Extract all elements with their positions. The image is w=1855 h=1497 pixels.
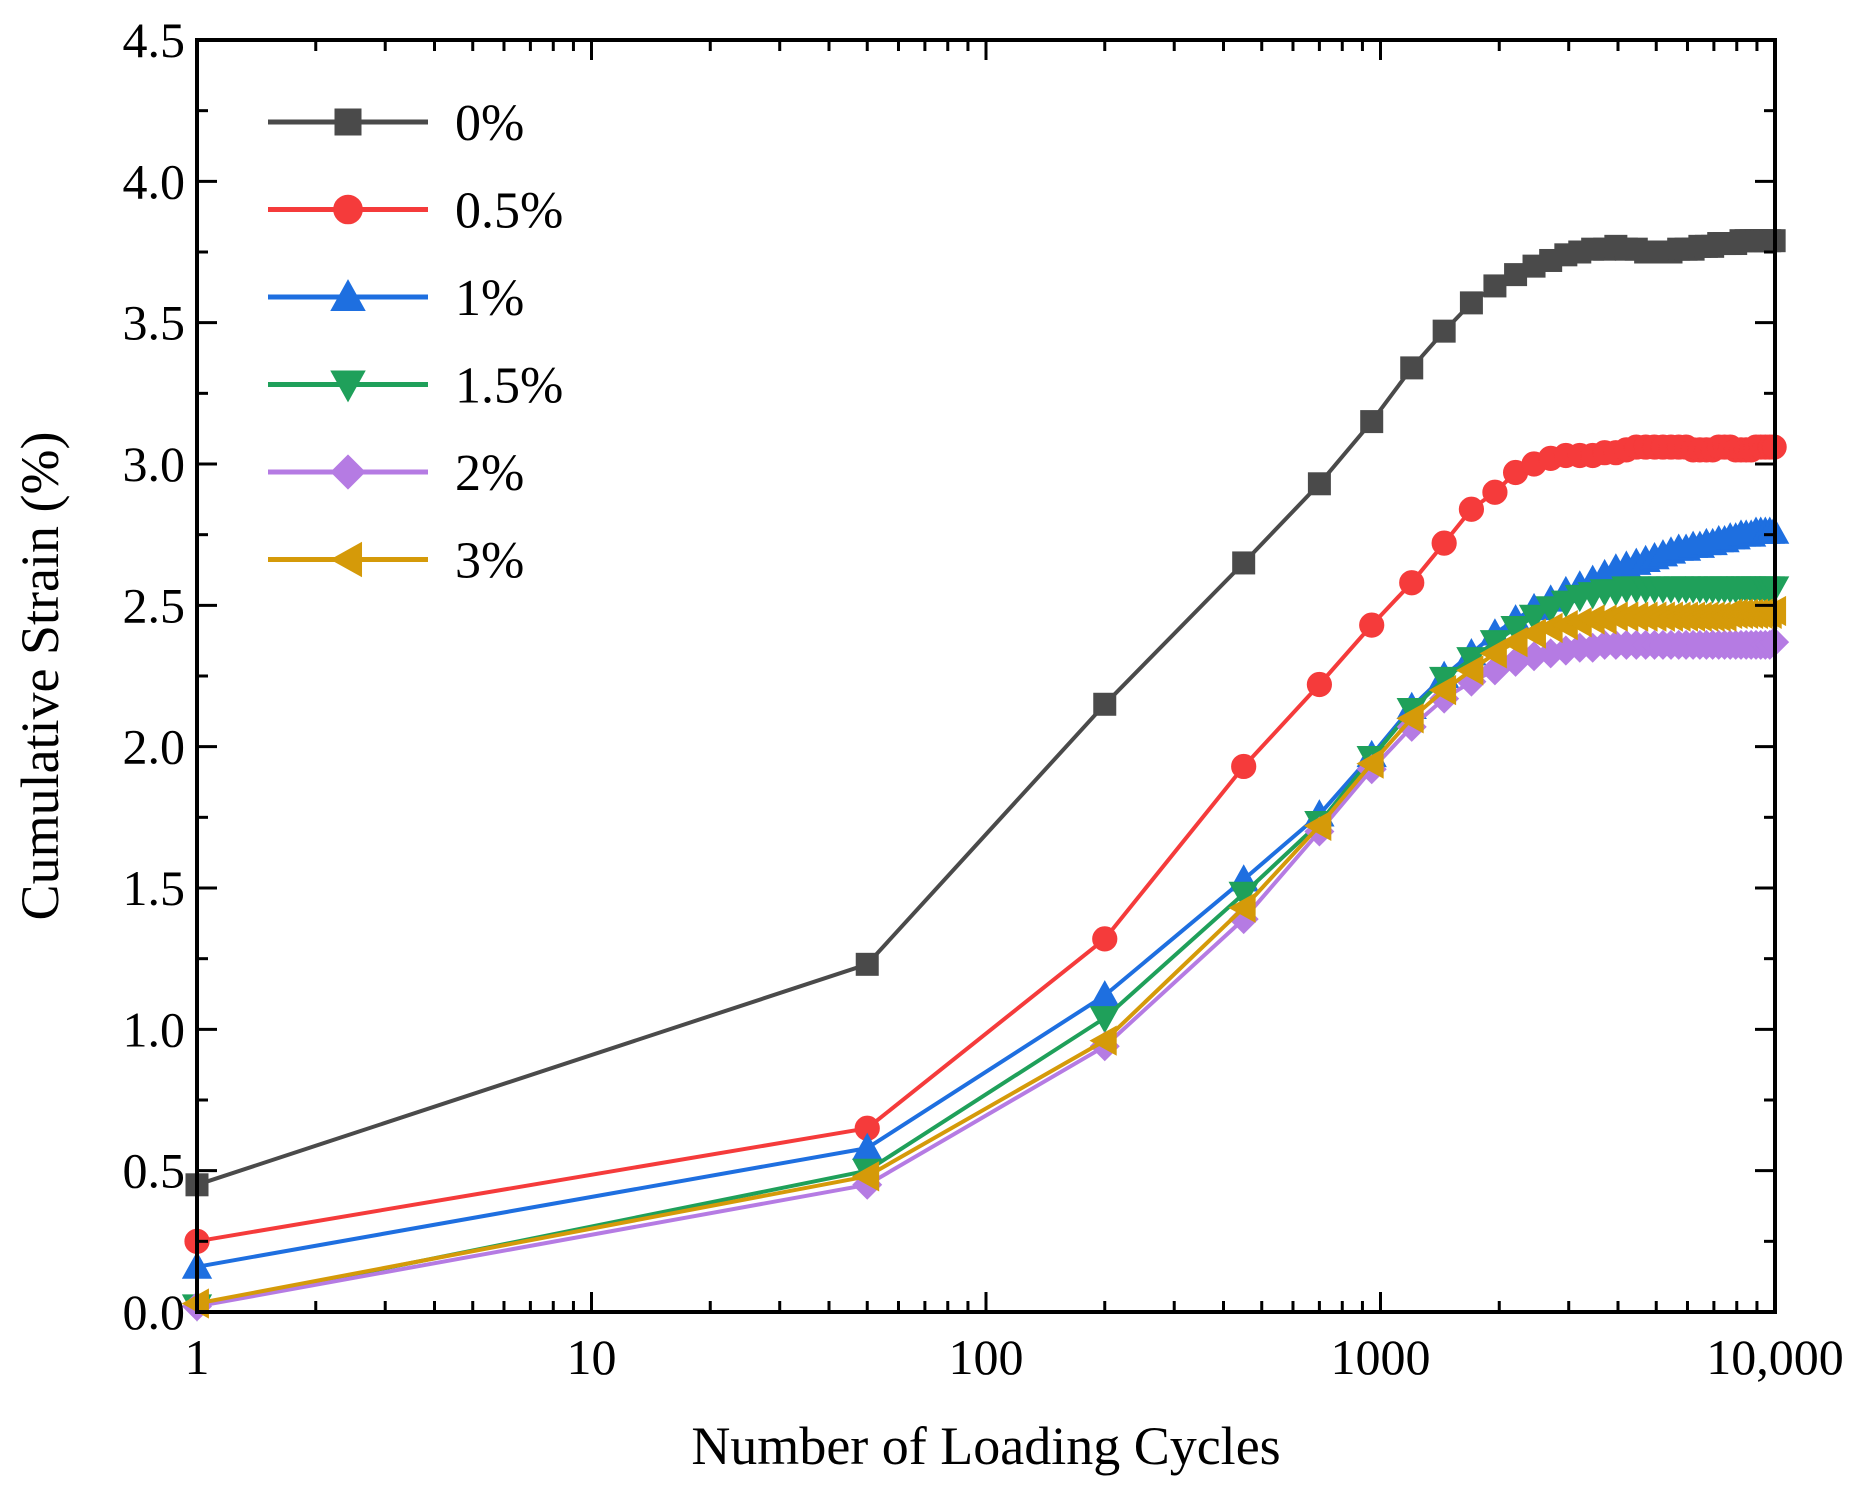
data-point [1089, 1025, 1117, 1056]
data-point [1231, 753, 1257, 780]
y-tick-label: 2.0 [123, 719, 186, 775]
series-0% [185, 229, 1786, 1197]
y-tick-label: 1.5 [123, 860, 186, 916]
data-point [1360, 410, 1384, 434]
y-tick-label: 0.0 [123, 1284, 186, 1340]
legend-item: 1.5% [268, 358, 563, 415]
legend-item: 3% [268, 533, 524, 590]
legend-item: 0.5% [268, 183, 563, 240]
x-tick-label: 1 [185, 1329, 210, 1385]
data-point [1093, 692, 1117, 716]
data-point [1399, 570, 1425, 596]
series-1.5% [181, 576, 1790, 1322]
series-3% [181, 595, 1787, 1319]
x-tick-label: 10 [567, 1329, 617, 1385]
x-tick-label: 10,000 [1706, 1329, 1844, 1385]
data-point [1458, 496, 1485, 522]
y-tick-label: 4.5 [123, 12, 186, 68]
x-tick-label: 100 [949, 1329, 1024, 1385]
legend-label: 1.5% [455, 358, 563, 415]
legend-marker [330, 541, 363, 578]
data-point [1228, 892, 1256, 923]
data-point [1092, 926, 1118, 952]
y-axis-title: Cumulative Strain (%) [10, 432, 70, 921]
legend-marker [334, 108, 362, 136]
data-point [1304, 810, 1332, 841]
legend-label: 2% [455, 445, 524, 502]
data-point [1432, 319, 1456, 343]
y-tick-label: 1.0 [123, 1001, 186, 1057]
data-point [1400, 356, 1424, 380]
data-point [1459, 291, 1483, 315]
legend-item: 1% [268, 270, 524, 327]
y-tick-label: 4.0 [123, 153, 186, 209]
data-point [1396, 703, 1424, 734]
data-point [1500, 626, 1528, 658]
data-point [1228, 881, 1259, 909]
data-point [1232, 551, 1256, 575]
data-point [1500, 616, 1531, 644]
legend-label: 3% [455, 533, 524, 590]
y-tick-label: 3.5 [123, 295, 186, 351]
axes: 0.0 0.5 1.0 1.5 2.0 2.5 3.0 3.5 4.0 4.5 1 10 100 1000… [123, 12, 1844, 1385]
series-2% [181, 627, 1790, 1322]
legend-marker [330, 279, 366, 312]
x-axis-title: Number of Loading Cycles [691, 1416, 1280, 1476]
data-point [1479, 638, 1507, 669]
data-point [1089, 1006, 1120, 1034]
series-line-2% [196, 640, 1776, 1309]
legend-marker [330, 370, 366, 403]
y-tick-label: 0.5 [123, 1143, 186, 1199]
data-point [855, 952, 879, 976]
series-line-0.5% [196, 445, 1775, 1244]
legend-label: 1% [455, 270, 524, 327]
x-tick-label: 1000 [1331, 1329, 1431, 1385]
data-point [1482, 479, 1508, 505]
legend-item: 2% [268, 445, 524, 502]
legend-item: 0% [268, 95, 524, 152]
legend-marker [330, 454, 366, 490]
data-point [1483, 274, 1507, 298]
series-line-0% [196, 238, 1775, 1187]
legend: 0% 0.5% 1% 1.5% 2% 3% [268, 95, 563, 590]
plot-frame [195, 38, 1777, 1314]
data-point [1431, 530, 1457, 556]
legend-label: 0.5% [455, 183, 563, 240]
series-line-1.5% [196, 586, 1775, 1309]
data-point [1456, 655, 1484, 686]
legend-label: 0% [455, 95, 524, 152]
legend-marker [333, 194, 363, 225]
data-point [1428, 674, 1457, 706]
data-point [1306, 671, 1332, 698]
data-point [1359, 612, 1385, 638]
data-point [1518, 604, 1550, 632]
y-tick-label: 2.5 [123, 577, 186, 633]
plot-area [181, 229, 1790, 1322]
data-point [851, 1161, 880, 1192]
data-point [852, 1132, 883, 1160]
y-tick-label: 3.0 [123, 436, 186, 492]
data-point [1307, 472, 1331, 496]
data-point [1356, 748, 1384, 779]
series-0.5% [184, 434, 1787, 1254]
